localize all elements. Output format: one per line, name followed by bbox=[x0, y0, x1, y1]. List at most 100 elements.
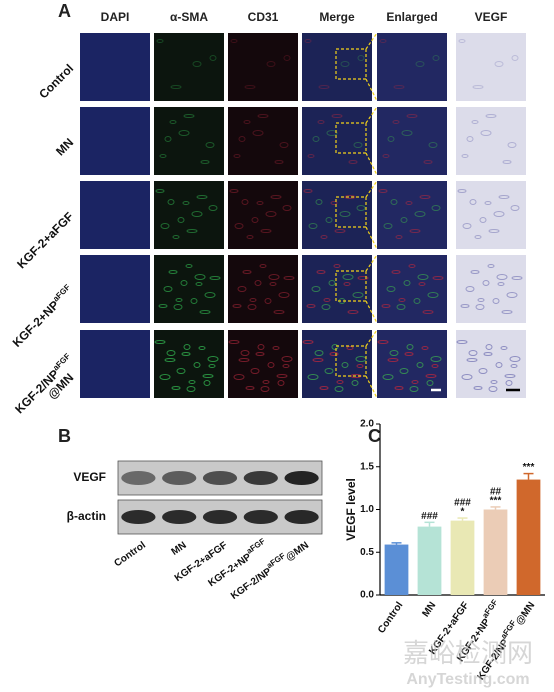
significance-label: * bbox=[461, 507, 465, 518]
texture bbox=[251, 217, 259, 223]
texture bbox=[240, 350, 250, 356]
texture bbox=[268, 274, 280, 280]
texture bbox=[487, 264, 495, 268]
significance-label: *** bbox=[523, 462, 535, 473]
texture bbox=[511, 276, 523, 280]
texture bbox=[466, 358, 478, 362]
texture bbox=[321, 304, 331, 310]
texture bbox=[478, 368, 488, 374]
texture bbox=[238, 358, 250, 362]
micrograph bbox=[154, 330, 224, 398]
texture bbox=[320, 235, 328, 239]
texture bbox=[182, 201, 190, 205]
texture bbox=[474, 235, 482, 239]
micrograph bbox=[456, 255, 526, 323]
texture bbox=[511, 55, 519, 61]
texture bbox=[233, 154, 241, 158]
texture bbox=[232, 304, 242, 308]
micrograph bbox=[80, 181, 150, 249]
texture bbox=[458, 39, 466, 43]
blot-band bbox=[284, 510, 319, 524]
texture bbox=[199, 310, 211, 314]
texture bbox=[166, 350, 176, 356]
texture bbox=[318, 85, 330, 89]
texture bbox=[325, 217, 333, 223]
texture bbox=[324, 368, 334, 374]
texture bbox=[386, 286, 396, 292]
texture bbox=[250, 368, 260, 374]
zoom-connector bbox=[365, 106, 378, 124]
texture bbox=[348, 160, 358, 164]
texture bbox=[509, 356, 521, 362]
label-part: KGF-2+aFGF bbox=[14, 209, 76, 271]
texture bbox=[344, 195, 356, 199]
texture bbox=[334, 229, 346, 233]
texture bbox=[484, 201, 492, 205]
texture bbox=[422, 310, 434, 314]
texture bbox=[312, 358, 324, 362]
texture bbox=[411, 380, 419, 384]
y-tick-label: 1.5 bbox=[360, 461, 374, 472]
texture bbox=[331, 114, 343, 118]
texture bbox=[230, 39, 238, 43]
texture bbox=[233, 374, 245, 380]
texture bbox=[158, 304, 168, 308]
zoom-connector bbox=[365, 152, 378, 176]
texture bbox=[208, 364, 216, 368]
texture bbox=[159, 374, 171, 380]
texture bbox=[488, 386, 498, 392]
texture bbox=[430, 356, 442, 362]
texture bbox=[167, 199, 175, 205]
texture bbox=[314, 350, 324, 356]
label: KGF-2+aFGF bbox=[14, 209, 76, 271]
superscript: aFGF bbox=[480, 598, 499, 620]
blot-band bbox=[284, 471, 319, 485]
texture bbox=[382, 374, 394, 380]
significance-label: ### bbox=[454, 498, 471, 509]
blot-band bbox=[162, 510, 197, 524]
zoom-connector bbox=[365, 375, 378, 399]
texture bbox=[357, 276, 369, 280]
texture bbox=[419, 195, 431, 199]
zoom-box bbox=[335, 48, 367, 80]
blot-band bbox=[121, 471, 156, 485]
texture bbox=[510, 205, 520, 211]
y-tick-label: 1.0 bbox=[360, 504, 374, 515]
texture bbox=[265, 211, 277, 217]
texture bbox=[392, 120, 400, 124]
label-part: Control bbox=[36, 61, 76, 101]
texture bbox=[498, 195, 510, 199]
texture bbox=[243, 120, 251, 124]
y-tick-label: 0.0 bbox=[360, 590, 374, 601]
texture bbox=[172, 235, 180, 239]
texture bbox=[249, 298, 257, 302]
texture bbox=[266, 61, 276, 67]
texture bbox=[255, 352, 265, 356]
texture bbox=[269, 282, 277, 286]
texture bbox=[490, 380, 498, 384]
texture bbox=[170, 85, 182, 89]
texture bbox=[405, 201, 413, 205]
bar bbox=[417, 526, 442, 595]
texture bbox=[192, 61, 202, 67]
texture bbox=[274, 160, 284, 164]
micrograph bbox=[228, 33, 298, 101]
texture bbox=[507, 142, 517, 148]
texture bbox=[316, 270, 326, 274]
texture bbox=[154, 340, 166, 344]
texture bbox=[432, 276, 444, 280]
texture bbox=[276, 374, 288, 378]
panel-letter: C bbox=[368, 426, 381, 446]
label-part: MN bbox=[53, 135, 76, 158]
texture bbox=[488, 229, 500, 233]
watermark: AnyTesting.com bbox=[406, 671, 529, 688]
texture bbox=[462, 223, 472, 229]
micrograph bbox=[154, 181, 224, 249]
watermark: 嘉峪检测网 bbox=[403, 638, 533, 668]
texture bbox=[273, 310, 285, 314]
texture bbox=[409, 386, 419, 392]
texture bbox=[425, 374, 437, 378]
texture bbox=[495, 362, 503, 368]
column-header: Merge bbox=[319, 10, 355, 24]
